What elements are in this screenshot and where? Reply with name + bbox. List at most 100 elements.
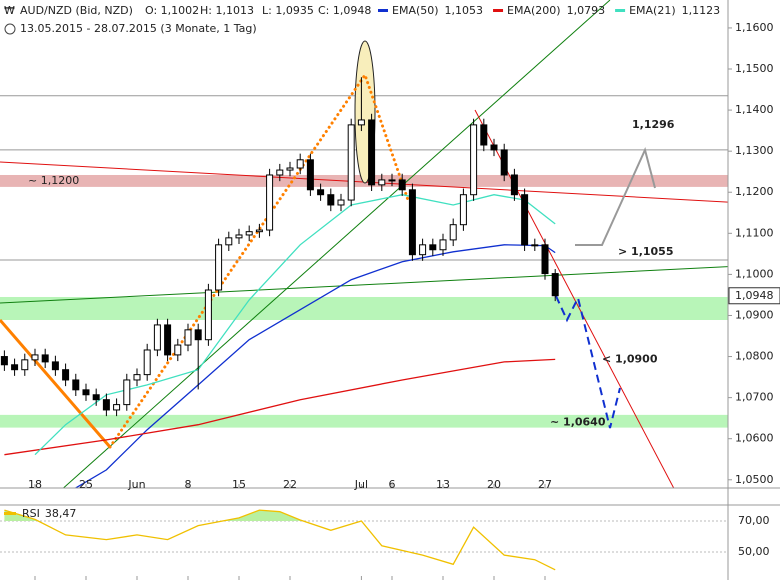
candle-body [72,379,80,391]
candle-body [541,244,549,275]
candle-body [429,244,437,251]
ema-line [4,358,556,456]
ohlc-value: C: 1,0948 [318,4,371,17]
candle-body [133,374,141,381]
candle-body [490,144,498,151]
legend-value: 1,1123 [682,4,721,17]
candle-body [480,124,488,146]
x-tick-label: 6 [389,478,396,491]
y-tick-label: 1,0900 [735,308,774,321]
legend-swatch [378,9,388,12]
candle-body [276,169,284,176]
candle-body [500,149,508,176]
y-tick-label: 1,0600 [735,432,774,445]
candle-body [113,404,121,411]
candles [0,77,559,417]
annotation: ~ 1,0640 [550,415,606,428]
rsi-name: RSI [22,507,40,520]
legend-value: 1,0793 [567,4,606,17]
x-tick-label: 27 [538,478,552,491]
candle-body [398,179,406,191]
forecast-path [555,295,621,429]
y-tick-label: 1,1000 [735,267,774,280]
candle-body [235,234,243,239]
candle-body [306,159,314,191]
trend-line [0,266,728,304]
candle-body [551,273,559,297]
candle-body [92,394,100,401]
x-tick-label: Jul [354,478,368,491]
candle-body [531,244,539,247]
annotation: > 1,1055 [618,245,674,258]
date-range: 13.05.2015 - 28.07.2015 (3 Monate, 1 Tag… [20,22,257,35]
candle-body [347,124,355,201]
y-tick-label: 1,1400 [735,103,774,116]
candle-body [82,389,90,396]
candle-body [449,224,457,241]
y-tick-label: 1,1600 [735,21,774,34]
x-tick-label: 8 [184,478,191,491]
legend-name: EMA(21) [629,4,676,17]
candle-body [143,349,151,376]
candle-body [266,174,274,231]
candle-body [357,119,365,126]
candle-body [21,359,29,371]
y-tick-label: 50,00 [738,545,770,558]
candle-body [296,159,304,169]
candle-body [459,194,467,226]
candle-body [419,244,427,256]
y-tick-label: 1,0500 [735,473,774,486]
rsi-line [4,509,556,571]
x-tick-label: 18 [28,478,42,491]
candle-body [327,194,335,206]
zone [0,296,728,320]
clock-icon [4,23,16,35]
legend-name: EMA(200) [507,4,561,17]
ohlc-value: H: 1,1013 [200,4,254,17]
candle-body [470,124,478,196]
price-label: 1,0948 [735,289,774,302]
ohlc-value: O: 1,1002 [145,4,199,17]
trend-line [0,161,728,203]
legend-swatch [493,9,504,12]
candle-body [255,229,263,233]
legend-value: 1,1053 [445,4,484,17]
candle-body [123,379,131,406]
candle-body [164,324,172,356]
x-tick-label: 15 [232,478,246,491]
header: ₩ AUD/NZD (Bid, NZD) O: 1,1002 H: 1,1013… [4,4,720,35]
candle-body [510,174,518,196]
candle-body [317,189,325,196]
icon: ₩ [4,4,15,17]
y-tick-label: 1,1300 [735,144,774,157]
zone [0,414,728,428]
symbol: AUD/NZD (Bid, NZD) [20,4,133,17]
candle-body [408,189,416,256]
trend-line [108,71,410,449]
x-tick-label: 20 [487,478,501,491]
y-tick-label: 1,0700 [735,391,774,404]
ohlc-value: L: 1,0935 [262,4,314,17]
y-tick-label: 1,0800 [735,350,774,363]
x-tick-label: 13 [436,478,450,491]
y-tick-label: 1,1500 [735,62,774,75]
candle-body [62,369,70,381]
candle-body [215,244,223,291]
candle-body [388,179,396,182]
candle-body [51,361,59,371]
trend-line [0,319,112,448]
candle-body [194,329,202,341]
y-tick-label: 70,00 [738,514,770,527]
annotation: 1,1296 [632,118,675,131]
trend-line [474,109,675,488]
candle-body [521,194,529,246]
trend-line [62,0,611,488]
x-tick-label: Jun [127,478,145,491]
rsi-value: 38,47 [45,507,77,520]
rsi-panel: 70,00 50,00 RSI 38,47 [0,507,770,571]
candle-body [0,356,8,366]
candle-body [439,239,447,251]
candle-body [102,399,110,411]
